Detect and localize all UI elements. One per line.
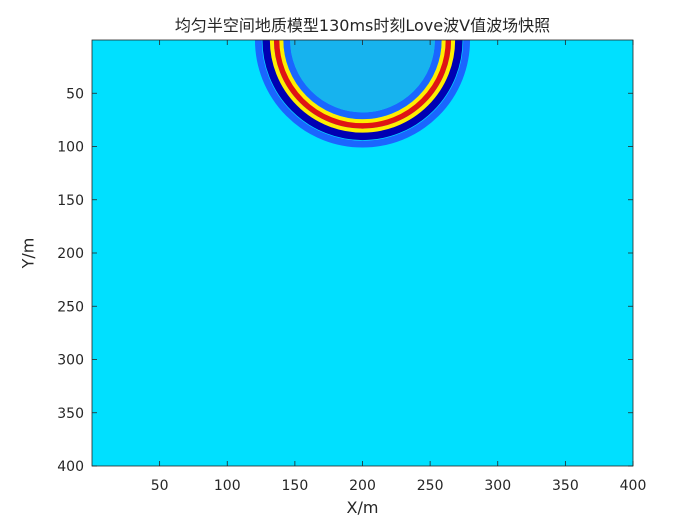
x-axis: 50 100 150 200 250 300 350 400: [151, 40, 647, 494]
x-tick-label: 350: [552, 478, 579, 494]
wavefront-ring: [269, 40, 456, 133]
y-tick-label: 250: [57, 299, 84, 315]
y-tick-label: 400: [57, 459, 84, 475]
x-tick-label: 150: [282, 478, 309, 494]
chart-title: 均匀半空间地质模型130ms时刻Love波V值波场快照: [174, 16, 551, 35]
y-tick-label: 100: [57, 140, 84, 156]
x-tick-label: 400: [620, 478, 647, 494]
wavefront-interior: [290, 40, 435, 113]
y-tick-label: 200: [57, 246, 84, 262]
x-tick-label: 250: [417, 478, 444, 494]
wavefield: [255, 40, 470, 148]
y-axis-label: Y/m: [18, 237, 38, 269]
wavefront-ring: [262, 40, 463, 141]
x-axis-label: X/m: [346, 498, 379, 517]
y-tick-label: 50: [66, 86, 84, 102]
x-tick-label: 50: [151, 478, 169, 494]
x-tick-label: 200: [349, 478, 376, 494]
wavefront-ring: [279, 40, 446, 124]
y-axis: 50 100 150 200 250 300 350 400: [57, 86, 633, 475]
x-tick-label: 300: [484, 478, 511, 494]
y-tick-label: 150: [57, 193, 84, 209]
y-tick-label: 350: [57, 406, 84, 422]
wavefront-ring: [273, 40, 452, 129]
x-tick-label: 100: [214, 478, 241, 494]
y-tick-label: 300: [57, 353, 84, 369]
wavefront-ring: [283, 40, 442, 120]
wavefront-ring: [255, 40, 470, 148]
